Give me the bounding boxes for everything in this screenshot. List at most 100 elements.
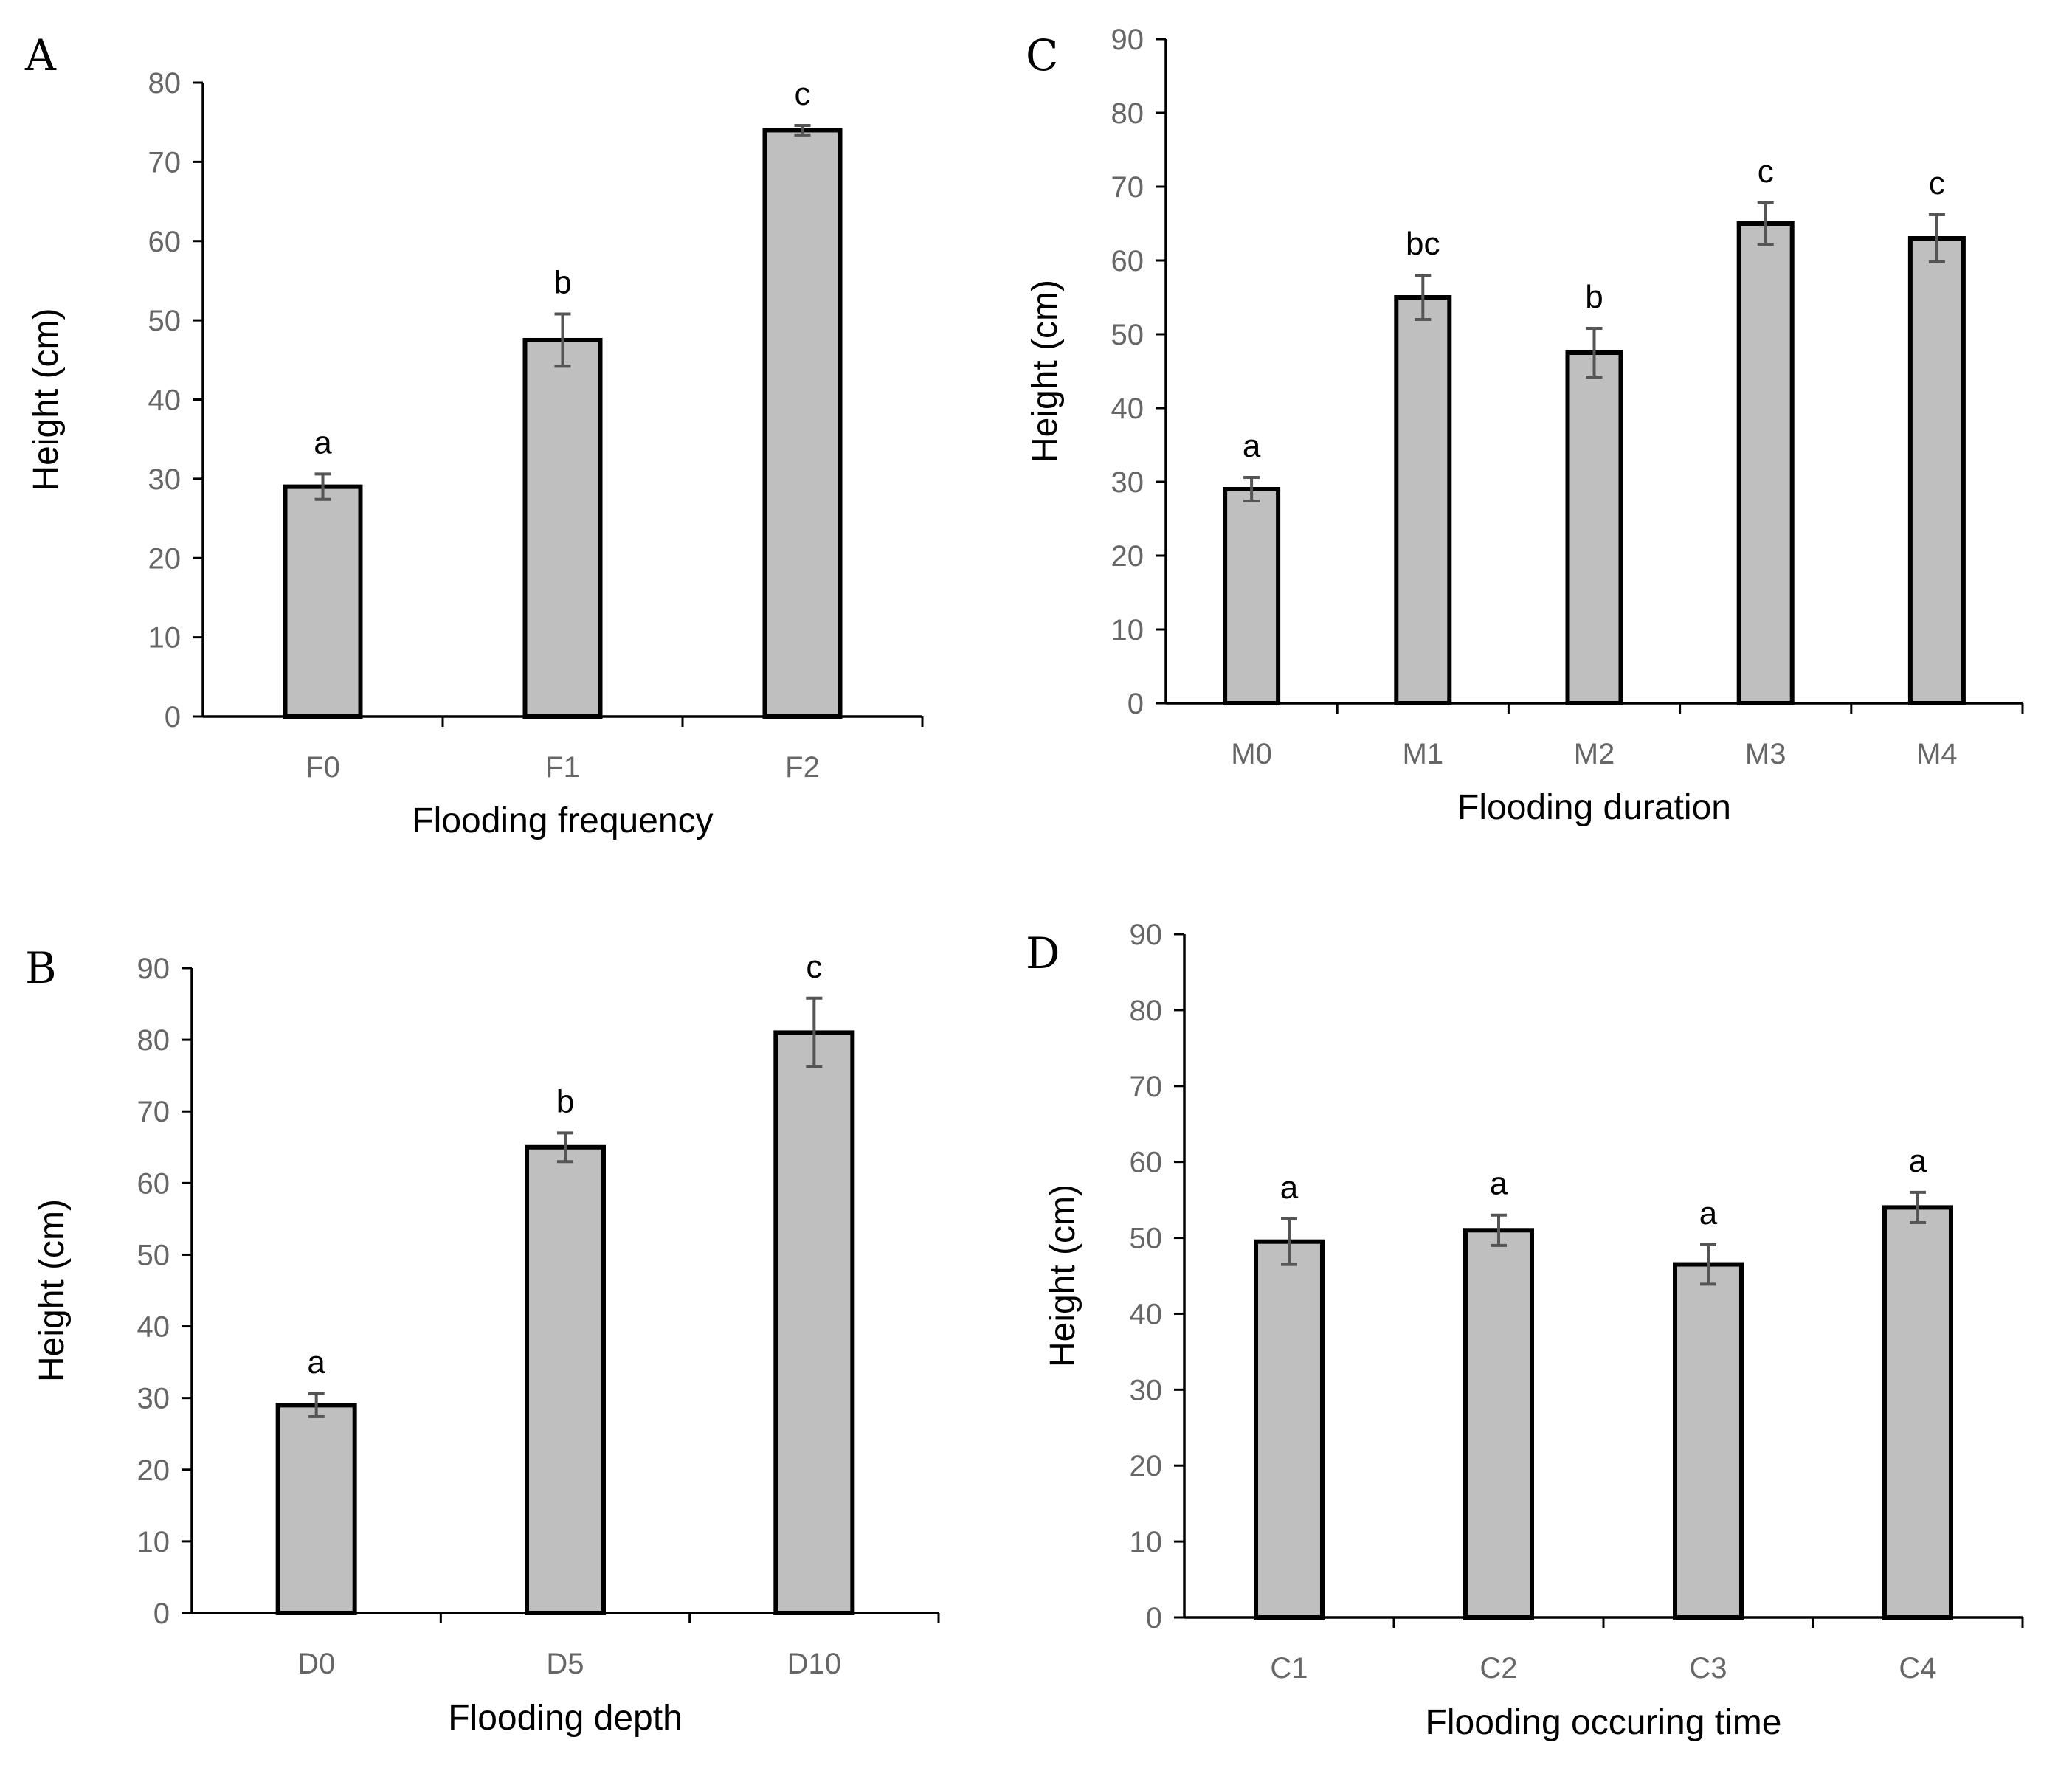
panel-c-sig-label: c xyxy=(1929,165,1945,201)
panel-a-sig-label: c xyxy=(795,76,811,112)
panel-a-error-bar-f2 xyxy=(794,123,811,137)
panel-d-bar-c3 xyxy=(1673,1262,1744,1620)
panel-a-x-tick-label: F0 xyxy=(305,751,340,784)
panel-c-sig-label: c xyxy=(1758,153,1774,190)
panel-d-bar-c1 xyxy=(1254,1239,1325,1620)
panel-c-error-bar-m3 xyxy=(1757,201,1774,246)
panel-d-y-tick-label: 60 xyxy=(1130,1147,1163,1179)
panel-c-x-tick-label: M4 xyxy=(1916,738,1958,770)
panel-b-y-tick-label: 70 xyxy=(137,1096,170,1128)
panel-d-bar-c2 xyxy=(1463,1228,1534,1620)
panel-d-sig-label: a xyxy=(1699,1195,1718,1232)
panel-b-y-tick-label: 30 xyxy=(137,1383,170,1415)
panel-c-error-bar-m2 xyxy=(1586,327,1603,379)
panel-c-letter: C xyxy=(1026,30,1058,80)
panel-b-x-tick-label: D0 xyxy=(297,1648,335,1680)
panel-d-y-tick-label: 30 xyxy=(1130,1374,1163,1406)
panel-a-x-tick-label: F1 xyxy=(545,751,580,784)
panel-a-sig-label: b xyxy=(553,265,571,301)
panel-b-y-tick-label: 10 xyxy=(137,1526,170,1558)
panel-d-y-axis-title: Height (cm) xyxy=(1043,1184,1082,1367)
panel-b-sig-label: a xyxy=(307,1344,325,1381)
panel-d-chart: D 0 10 20 30 40 50 60 70 80 90 a C1 a C2 a C3 a C4 Flooding… xyxy=(1026,919,2024,1742)
panel-b-chart: B 0 10 20 30 40 50 60 70 80 90 a D0 b D5 c D10 Flooding d… xyxy=(25,943,940,1738)
panel-b-error-bar-d10 xyxy=(806,996,823,1069)
panel-d-x-tick-label: C1 xyxy=(1270,1652,1308,1685)
panel-a-y-axis-title: Height (cm) xyxy=(27,308,66,491)
panel-d-y-tick-label: 50 xyxy=(1130,1223,1163,1255)
panel-a-sig-label: a xyxy=(314,424,332,460)
panel-a-y-tick-label: 60 xyxy=(148,226,182,258)
panel-a-chart: A 0 10 20 30 40 50 60 70 80 a F0 b F1 c F2 Flooding freq… xyxy=(24,30,924,840)
panel-b-bar-d5 xyxy=(525,1144,606,1616)
panel-a-x-tick-label: F2 xyxy=(785,751,820,784)
panel-a-y-tick-label: 80 xyxy=(148,67,182,100)
panel-c-y-tick-label: 50 xyxy=(1111,319,1144,351)
panel-d-x-axis-title: Flooding occuring time xyxy=(1426,1703,1782,1742)
panel-c-bar-m3 xyxy=(1736,221,1795,705)
panel-b-y-tick-label: 20 xyxy=(137,1454,170,1487)
panel-a-y-tick-label: 0 xyxy=(165,701,181,733)
panel-d-y-tick-label: 40 xyxy=(1130,1298,1163,1330)
panel-b-sig-label: c xyxy=(806,949,822,985)
panel-c-error-bar-m4 xyxy=(1928,213,1945,263)
panel-c-error-bar-m0 xyxy=(1243,476,1260,502)
panel-d-error-bar-c4 xyxy=(1910,1190,1926,1224)
panel-c-y-tick-label: 0 xyxy=(1127,688,1144,720)
panel-c-bar-m4 xyxy=(1907,236,1966,705)
panel-a-bar-f0 xyxy=(283,484,363,719)
panel-d-error-bar-c3 xyxy=(1700,1243,1716,1286)
panel-b-y-tick-label: 50 xyxy=(137,1239,170,1271)
panel-d-error-bar-c2 xyxy=(1491,1213,1507,1247)
panel-b-y-tick-label: 40 xyxy=(137,1311,170,1344)
panel-c-x-tick-label: M0 xyxy=(1231,738,1272,770)
panel-d-x-tick-label: C2 xyxy=(1479,1652,1517,1685)
panel-a-letter: A xyxy=(24,30,57,80)
panel-c-sig-label: a xyxy=(1243,428,1261,464)
panel-c-y-tick-label: 90 xyxy=(1111,24,1144,56)
panel-c-bar-m1 xyxy=(1394,295,1452,705)
panel-b-x-tick-label: D10 xyxy=(787,1648,841,1680)
panel-d-sig-label: a xyxy=(1280,1170,1299,1206)
panel-c-sig-label: b xyxy=(1585,279,1603,315)
panel-a-y-tick-label: 70 xyxy=(148,146,182,179)
panel-a-y-tick-label: 10 xyxy=(148,622,182,654)
panel-c-x-tick-label: M1 xyxy=(1403,738,1444,770)
panel-b-error-bar-d0 xyxy=(308,1392,325,1418)
panel-a-bar-f2 xyxy=(762,128,843,719)
panel-a-x-axis-title: Flooding frequency xyxy=(412,801,713,840)
panel-b-y-tick-label: 60 xyxy=(137,1167,170,1200)
panel-d-x-tick-label: C3 xyxy=(1689,1652,1727,1685)
panel-d-bar-c4 xyxy=(1882,1205,1953,1620)
panel-b-y-axis-title: Height (cm) xyxy=(32,1199,72,1382)
panel-b-bar-d10 xyxy=(773,1030,855,1615)
panel-c-y-tick-label: 30 xyxy=(1111,466,1144,499)
panel-d-letter: D xyxy=(1026,928,1060,978)
panel-d-error-bar-c1 xyxy=(1281,1217,1297,1266)
panel-d-sig-label: a xyxy=(1490,1166,1508,1202)
panel-a-y-tick-label: 50 xyxy=(148,305,182,337)
panel-c-x-axis-title: Flooding duration xyxy=(1457,788,1731,827)
panel-c-bar-m2 xyxy=(1565,350,1623,705)
panel-a-error-bar-f0 xyxy=(314,472,331,501)
panel-d-sig-label: a xyxy=(1909,1143,1927,1179)
panel-b-x-tick-label: D5 xyxy=(546,1648,584,1680)
panel-c-y-tick-label: 10 xyxy=(1111,614,1144,646)
panel-d-y-tick-label: 80 xyxy=(1130,995,1163,1027)
panel-b-x-axis-title: Flooding depth xyxy=(448,1699,683,1738)
panel-c-x-tick-label: M2 xyxy=(1574,738,1615,770)
panel-d-y-tick-label: 70 xyxy=(1130,1071,1163,1103)
panel-a-y-tick-label: 20 xyxy=(148,542,182,575)
panel-c-y-tick-label: 40 xyxy=(1111,393,1144,425)
panel-b-sig-label: b xyxy=(556,1083,574,1119)
panel-a-error-bar-f1 xyxy=(554,312,571,368)
panel-c-y-tick-label: 60 xyxy=(1111,245,1144,277)
panel-c-chart: C 0 10 20 30 40 50 60 70 80 90 a M0 bc M1 b M2 c M3 c M4 Floo… xyxy=(1026,24,2024,827)
panel-c-x-tick-label: M3 xyxy=(1745,738,1786,770)
panel-c-bar-m0 xyxy=(1223,487,1281,705)
panel-c-y-tick-label: 70 xyxy=(1111,171,1144,204)
panel-c-y-tick-label: 80 xyxy=(1111,97,1144,130)
panel-c-sig-label: bc xyxy=(1406,226,1440,262)
panel-b-y-tick-label: 0 xyxy=(153,1598,170,1630)
